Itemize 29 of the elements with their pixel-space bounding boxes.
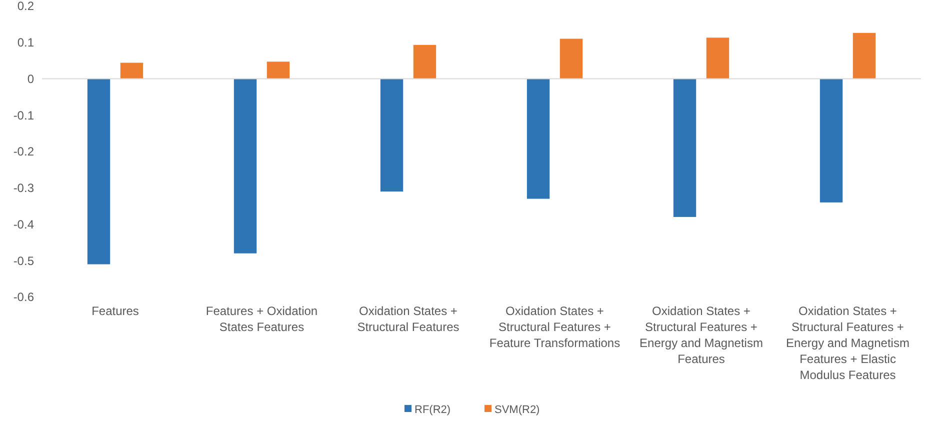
legend-label: RF(R2) [414, 404, 451, 416]
x-tick-label: Oxidation States + Structural Features + Feature Transformations [489, 304, 620, 350]
y-tick-label: 0.1 [17, 36, 34, 50]
legend-label: SVM(R2) [494, 404, 540, 416]
y-tick-label: -0.4 [13, 217, 34, 232]
bar [87, 78, 110, 264]
bar [560, 38, 583, 79]
bar [852, 32, 876, 79]
y-tick-label: -0.1 [13, 108, 34, 122]
bar [706, 38, 730, 79]
y-tick-label: -0.5 [13, 254, 34, 268]
bar [120, 62, 144, 79]
y-tick-label: -0.3 [13, 181, 34, 196]
bar [673, 78, 696, 217]
x-tick-label: Features + Oxidation States Features [206, 304, 318, 334]
x-tick-label: Features [92, 304, 139, 318]
x-tick-label: Oxidation States + Structural Features + Energy and Magnetism Features + Elastic Modulus Features [786, 304, 910, 382]
bar [266, 62, 290, 79]
y-tick-label: -0.2 [13, 144, 34, 159]
bar [820, 78, 843, 202]
y-tick-label: -0.6 [13, 290, 34, 304]
bar [234, 78, 257, 254]
bar [413, 44, 436, 79]
x-tick-label: Oxidation States + Structural Features [357, 304, 460, 334]
x-tick-label: Oxidation States + Structural Features + Energy and Magnetism Features [640, 304, 763, 366]
bar [526, 78, 550, 199]
y-tick-label: 0 [27, 72, 34, 86]
y-tick-label: 0.2 [17, 0, 34, 14]
bar [380, 78, 404, 192]
